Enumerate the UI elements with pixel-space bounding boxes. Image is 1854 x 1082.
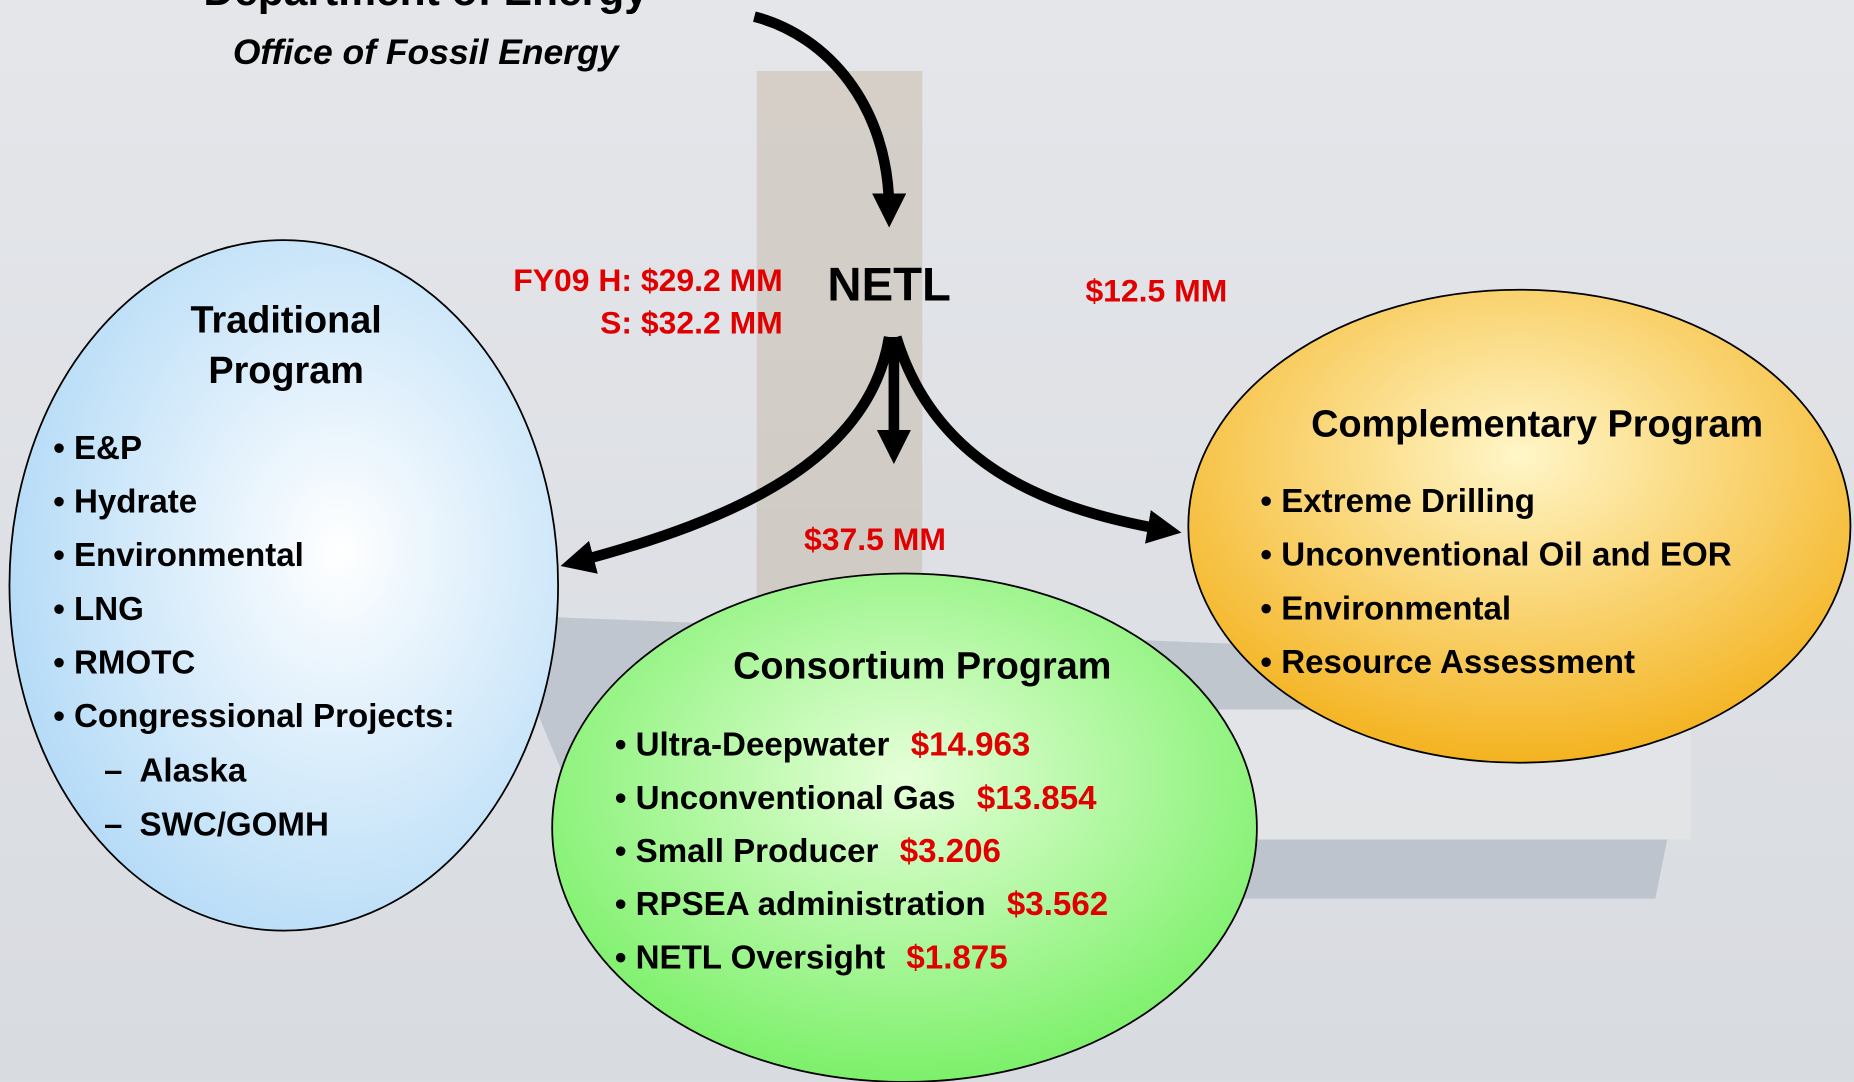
item-name: • Small Producer bbox=[615, 833, 879, 870]
complementary-ellipse bbox=[1188, 290, 1850, 763]
item-amount: $14.963 bbox=[911, 727, 1031, 764]
program-title: Traditional bbox=[191, 299, 382, 341]
sub-dash: – bbox=[104, 806, 122, 843]
program-title: Program bbox=[208, 350, 364, 392]
center-label: NETL bbox=[827, 258, 950, 311]
funding-label: $37.5 MM bbox=[804, 521, 946, 557]
item-name: • RPSEA administration bbox=[615, 886, 986, 923]
list-item: • LNG bbox=[53, 591, 144, 628]
page: {"header": {"title": "Department of Ener… bbox=[0, 0, 1854, 1082]
program-title: Complementary Program bbox=[1311, 403, 1763, 445]
header-subtitle: Office of Fossil Energy bbox=[233, 32, 621, 72]
sub-dash: – bbox=[104, 753, 122, 790]
list-item: • Small Producer $3.206 bbox=[615, 833, 1001, 870]
sub-item: Alaska bbox=[140, 753, 247, 790]
item-amount: $3.206 bbox=[900, 833, 1001, 870]
list-item: • Congressional Projects: bbox=[53, 698, 454, 735]
item-name: • NETL Oversight bbox=[615, 939, 885, 976]
list-item: • E&P bbox=[53, 430, 142, 467]
list-item: • Unconventional Oil and EOR bbox=[1260, 537, 1731, 574]
program-title: Consortium Program bbox=[733, 646, 1111, 688]
list-item: • Extreme Drilling bbox=[1260, 483, 1535, 520]
list-item: • RMOTC bbox=[53, 645, 195, 682]
sub-item: SWC/GOMH bbox=[140, 806, 329, 843]
header-title: Department of Energy bbox=[203, 0, 648, 15]
list-item: • Unconventional Gas $13.854 bbox=[615, 780, 1097, 817]
item-name: • Ultra-Deepwater bbox=[615, 727, 890, 764]
list-item: • Environmental bbox=[53, 537, 304, 574]
item-amount: $1.875 bbox=[906, 939, 1007, 976]
item-amount: $13.854 bbox=[977, 780, 1097, 817]
item-name: • Unconventional Gas bbox=[615, 780, 956, 817]
funding-label: FY09 H: $29.2 MM bbox=[513, 262, 783, 298]
list-item: • Ultra-Deepwater $14.963 bbox=[615, 727, 1031, 764]
list-item: • Environmental bbox=[1260, 590, 1511, 627]
list-item: • Hydrate bbox=[53, 484, 197, 521]
list-item: • Resource Assessment bbox=[1260, 644, 1635, 681]
funding-label: S: $32.2 MM bbox=[600, 304, 783, 340]
diagram: Department of Energy Office of Fossil En… bbox=[0, 0, 1854, 1082]
list-item: • NETL Oversight $1.875 bbox=[615, 939, 1008, 976]
item-amount: $3.562 bbox=[1007, 886, 1108, 923]
list-item: • RPSEA administration $3.562 bbox=[615, 886, 1108, 923]
funding-label: $12.5 MM bbox=[1085, 273, 1227, 309]
